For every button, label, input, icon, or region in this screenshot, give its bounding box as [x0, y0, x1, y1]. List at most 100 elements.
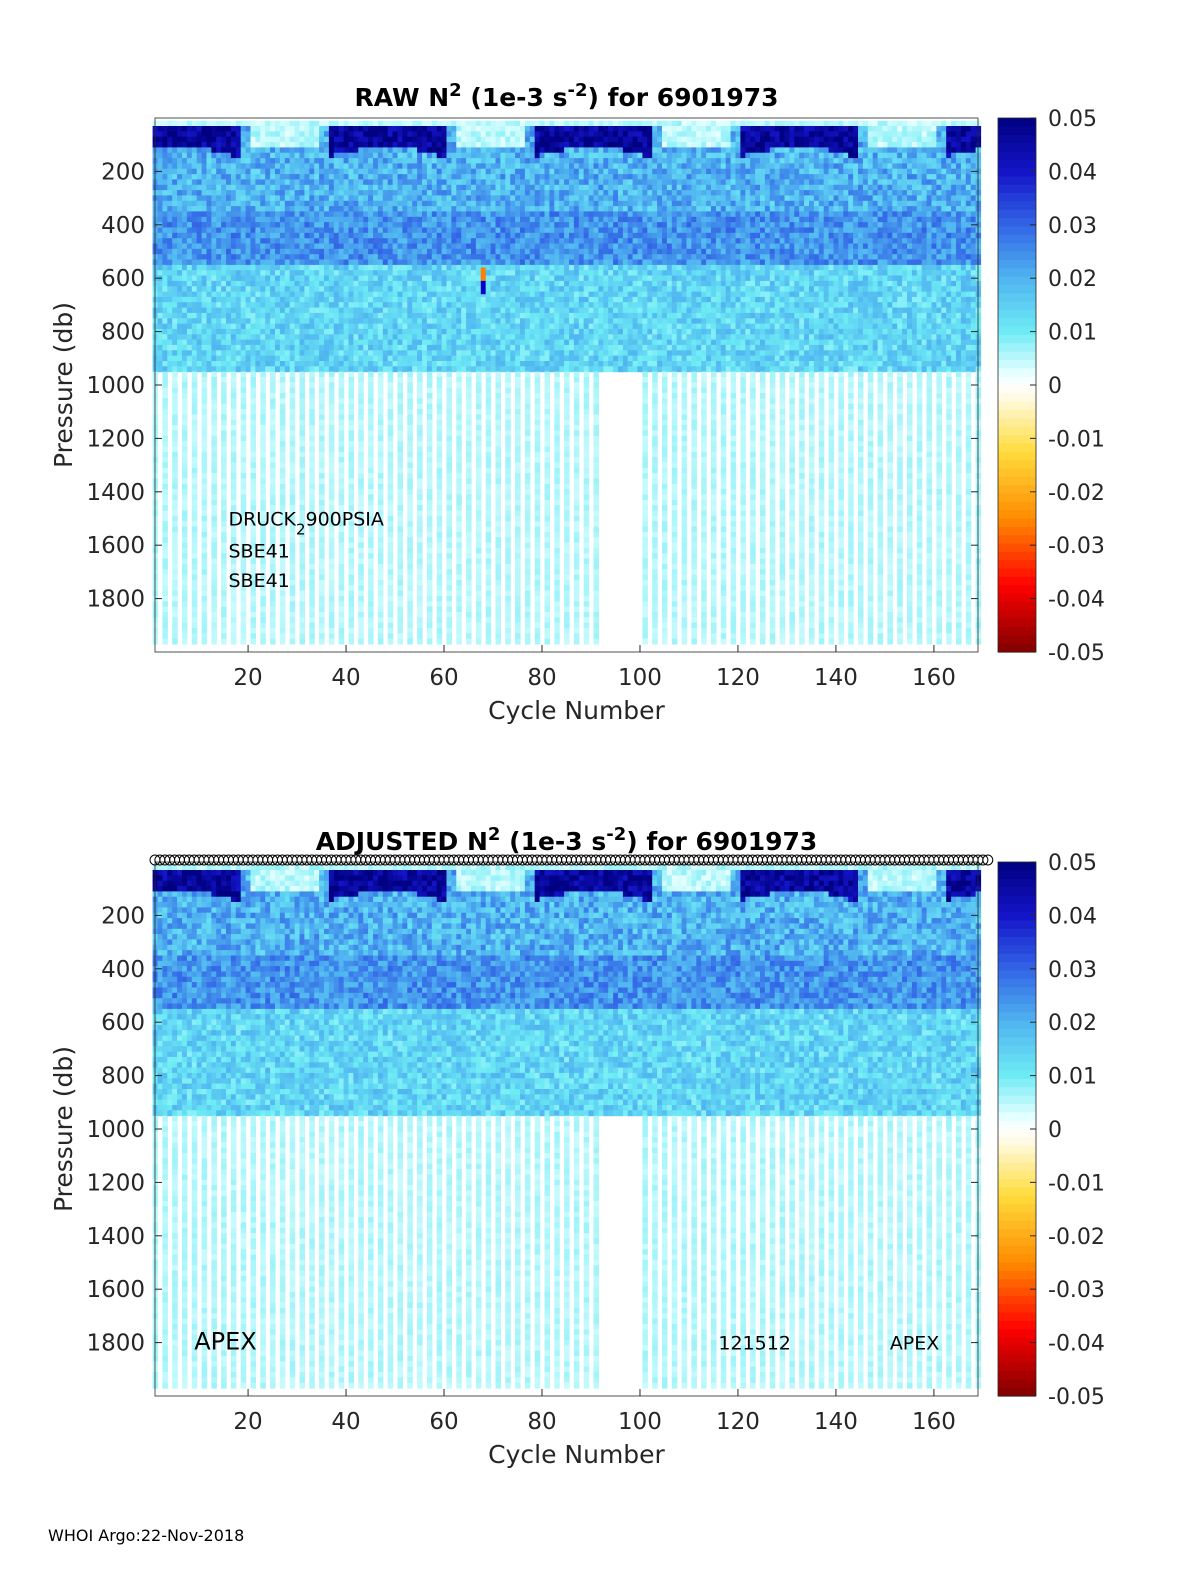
- heatmap-cell: [226, 227, 232, 234]
- heatmap-cell: [324, 328, 330, 335]
- heatmap-cell: [324, 142, 330, 148]
- heatmap-cell: [172, 280, 178, 287]
- heatmap-cell: [368, 393, 374, 399]
- heatmap-cell: [426, 275, 433, 282]
- heatmap-cell: [397, 510, 403, 517]
- heatmap-cell: [240, 521, 247, 528]
- heatmap-cell: [485, 275, 492, 282]
- heatmap-cell: [382, 174, 389, 180]
- heatmap-cell: [417, 350, 423, 357]
- heatmap-cell: [191, 270, 198, 277]
- heatmap-cell: [289, 494, 296, 501]
- heatmap-cell: [206, 238, 212, 245]
- heatmap-cell: [250, 441, 256, 447]
- heatmap-cell: [392, 366, 399, 373]
- heatmap-cell: [451, 334, 457, 341]
- heatmap-cell: [461, 243, 467, 250]
- heatmap-cell: [319, 526, 325, 533]
- heatmap-cell: [451, 152, 457, 159]
- heatmap-cell: [456, 403, 462, 410]
- heatmap-cell: [446, 270, 452, 277]
- heatmap-cell: [387, 510, 394, 517]
- heatmap-cell: [358, 323, 364, 330]
- heatmap-cell: [441, 131, 448, 138]
- heatmap-cell: [368, 184, 374, 191]
- heatmap-cell: [431, 355, 438, 362]
- heatmap-cell: [407, 222, 413, 228]
- heatmap-cell: [338, 574, 345, 581]
- heatmap-cell: [162, 174, 168, 180]
- heatmap-cell: [299, 195, 305, 202]
- heatmap-cell: [265, 361, 271, 367]
- heatmap-cell: [412, 328, 418, 335]
- heatmap-cell: [289, 355, 296, 362]
- heatmap-cell: [230, 222, 237, 228]
- heatmap-cell: [397, 441, 403, 447]
- heatmap-cell: [426, 478, 433, 485]
- heatmap-cell: [475, 585, 482, 592]
- heatmap-cell: [412, 206, 418, 212]
- heatmap-cell: [270, 361, 276, 367]
- heatmap-cell: [299, 430, 305, 437]
- heatmap-cell: [412, 147, 418, 154]
- heatmap-cell: [377, 595, 384, 602]
- heatmap-cell: [426, 462, 433, 469]
- heatmap-cell: [216, 174, 222, 180]
- heatmap-cell: [417, 344, 423, 351]
- heatmap-cell: [299, 617, 305, 624]
- heatmap-cell: [446, 243, 452, 250]
- heatmap-cell: [270, 462, 276, 469]
- heatmap-cell: [182, 291, 188, 298]
- heatmap-cell: [196, 286, 203, 293]
- heatmap-cell: [294, 275, 301, 282]
- heatmap-cell: [230, 318, 237, 325]
- heatmap-cell: [201, 606, 208, 613]
- heatmap-cell: [343, 243, 350, 250]
- heatmap-cell: [480, 334, 487, 341]
- heatmap-cell: [417, 254, 423, 261]
- heatmap-cell: [456, 425, 462, 431]
- heatmap-cell: [201, 542, 208, 549]
- heatmap-cell: [206, 136, 212, 143]
- heatmap-cell: [461, 259, 467, 266]
- heatmap-cell: [245, 286, 252, 293]
- heatmap-cell: [407, 457, 413, 463]
- heatmap-cell: [265, 280, 271, 287]
- heatmap-cell: [314, 344, 320, 351]
- heatmap-cell: [211, 361, 217, 367]
- heatmap-cell: [328, 243, 335, 250]
- heatmap-cell: [397, 451, 403, 458]
- heatmap-cell: [167, 248, 173, 255]
- heatmap-cell: [475, 339, 482, 346]
- heatmap-cell: [235, 232, 242, 239]
- heatmap-cell: [206, 243, 212, 250]
- heatmap-cell: [260, 419, 266, 426]
- heatmap-cell: [230, 414, 237, 421]
- heatmap-cell: [221, 451, 227, 458]
- heatmap-cell: [353, 286, 359, 293]
- heatmap-cell: [475, 136, 482, 143]
- heatmap-cell: [260, 558, 266, 565]
- heatmap-cell: [221, 633, 227, 640]
- heatmap-cell: [343, 179, 350, 186]
- heatmap-cell: [456, 537, 462, 544]
- heatmap-cell: [338, 280, 345, 287]
- heatmap-cell: [456, 195, 462, 202]
- heatmap-cell: [191, 254, 198, 261]
- heatmap-cell: [250, 574, 256, 581]
- heatmap-cell: [417, 595, 423, 602]
- heatmap-cell: [245, 136, 252, 143]
- heatmap-cell: [289, 334, 296, 341]
- heatmap-cell: [279, 451, 286, 458]
- heatmap-cell: [475, 595, 482, 602]
- heatmap-cell: [289, 590, 296, 597]
- heatmap-cell: [377, 126, 384, 132]
- heatmap-cell: [373, 195, 379, 202]
- heatmap-cell: [196, 270, 203, 277]
- heatmap-cell: [172, 467, 178, 474]
- heatmap-cell: [431, 200, 438, 207]
- heatmap-cell: [456, 473, 462, 479]
- heatmap-cell: [456, 601, 462, 608]
- heatmap-cell: [162, 280, 168, 287]
- heatmap-cell: [397, 195, 403, 202]
